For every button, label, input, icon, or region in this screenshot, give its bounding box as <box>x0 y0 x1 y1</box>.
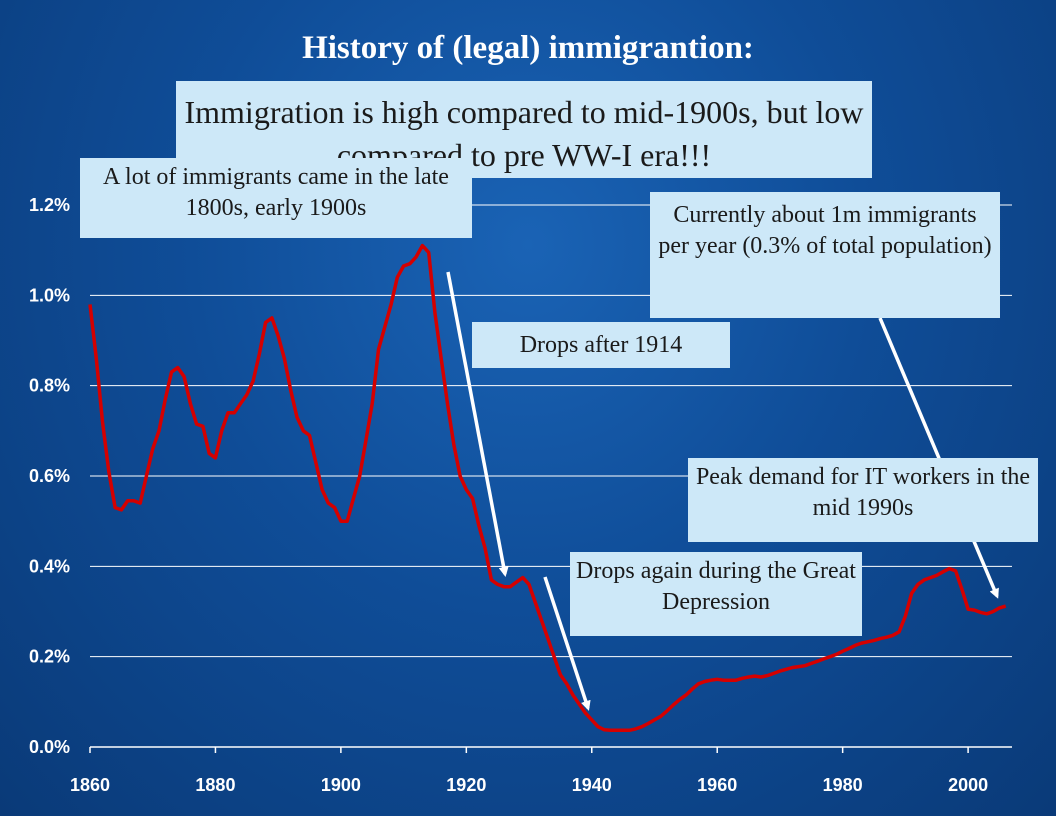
callout-great-depression: Drops again during the Great Depression <box>570 552 862 636</box>
callout-current-immigration: Currently about 1m immigrants per year (… <box>650 192 1000 318</box>
arrow-drops-1914 <box>446 271 509 577</box>
x-tick-label: 1960 <box>697 775 737 795</box>
x-axis-ticks: 1860 1880 1900 1920 1940 1960 1980 2000 <box>70 747 988 795</box>
x-tick-label: 1920 <box>446 775 486 795</box>
callout-drops-after-1914: Drops after 1914 <box>472 322 730 368</box>
x-tick-label: 1940 <box>572 775 612 795</box>
arrow-currently <box>878 317 999 599</box>
x-tick-label: 1880 <box>195 775 235 795</box>
arrow-depression <box>543 576 591 711</box>
series-line <box>88 243 1007 733</box>
slide-title: History of (legal) immigrantion: <box>302 30 754 66</box>
y-tick-label: 0.8% <box>29 376 70 396</box>
y-tick-label: 0.4% <box>29 556 70 576</box>
callout-peak-it-demand: Peak demand for IT workers in the mid 19… <box>688 458 1038 542</box>
y-tick-label: 1.2% <box>29 195 70 215</box>
callout-late-1800s: A lot of immigrants came in the late 180… <box>80 158 472 238</box>
y-tick-label: 0.6% <box>29 466 70 486</box>
x-tick-label: 2000 <box>948 775 988 795</box>
x-tick-label: 1900 <box>321 775 361 795</box>
y-tick-label: 0.2% <box>29 647 70 667</box>
y-tick-label: 1.0% <box>29 285 70 305</box>
x-tick-label: 1980 <box>823 775 863 795</box>
y-tick-label: 0.0% <box>29 737 70 757</box>
y-axis-ticks: 0.0% 0.2% 0.4% 0.6% 0.8% 1.0% 1.2% <box>29 195 70 757</box>
x-tick-label: 1860 <box>70 775 110 795</box>
